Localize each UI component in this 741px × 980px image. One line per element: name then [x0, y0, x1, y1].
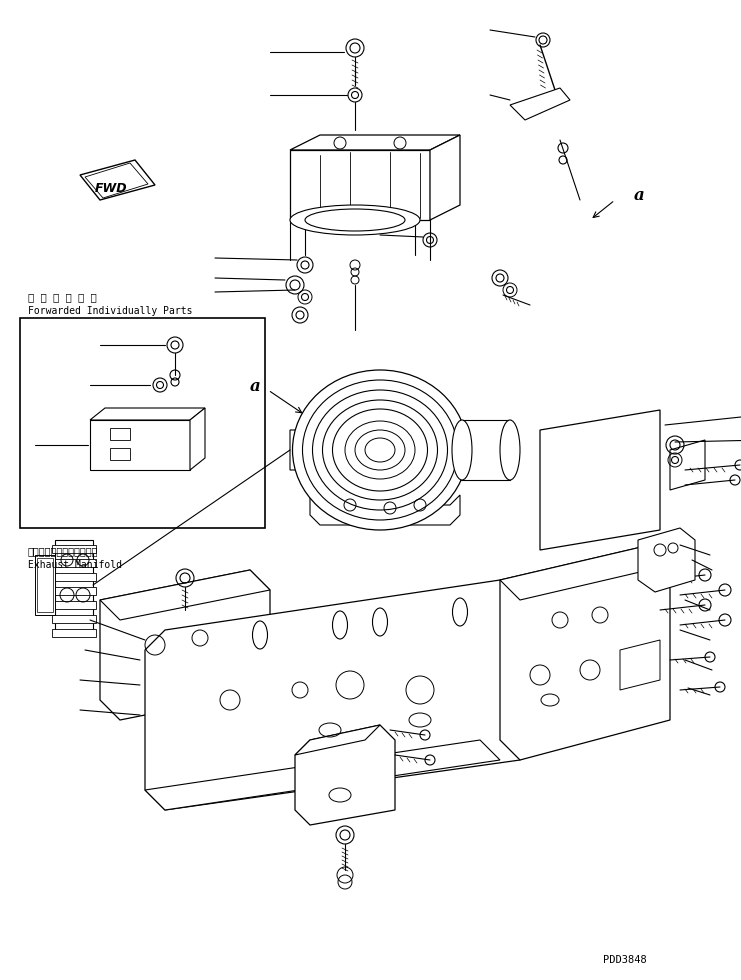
Ellipse shape: [453, 598, 468, 626]
Bar: [110, 428, 130, 440]
Ellipse shape: [322, 400, 437, 500]
Text: FWD: FWD: [95, 182, 127, 195]
Polygon shape: [310, 495, 460, 525]
Text: Forwarded Individually Parts: Forwarded Individually Parts: [28, 306, 193, 316]
Text: a: a: [634, 186, 645, 204]
Bar: [110, 448, 130, 460]
Ellipse shape: [333, 409, 428, 491]
Text: PDD3848: PDD3848: [603, 955, 647, 965]
Ellipse shape: [333, 611, 348, 639]
Ellipse shape: [290, 205, 420, 235]
Polygon shape: [295, 725, 380, 755]
Bar: [35, 555, 55, 615]
Bar: [52, 587, 96, 595]
Polygon shape: [540, 410, 660, 550]
Polygon shape: [670, 440, 705, 490]
Text: Exhaust Manifold: Exhaust Manifold: [28, 560, 122, 570]
Text: a: a: [250, 378, 261, 395]
Bar: [52, 573, 96, 581]
Polygon shape: [500, 545, 670, 760]
Polygon shape: [290, 135, 460, 150]
Polygon shape: [430, 135, 460, 220]
Polygon shape: [620, 640, 660, 690]
Text: エキゾーストマニホールド: エキゾーストマニホールド: [28, 546, 99, 556]
Ellipse shape: [313, 390, 448, 510]
Polygon shape: [100, 570, 270, 720]
Polygon shape: [295, 725, 395, 825]
Ellipse shape: [500, 420, 520, 480]
Bar: [37, 558, 53, 612]
Polygon shape: [190, 408, 205, 470]
Ellipse shape: [305, 209, 405, 231]
Ellipse shape: [365, 438, 395, 462]
Polygon shape: [90, 420, 190, 470]
Ellipse shape: [355, 430, 405, 470]
Polygon shape: [500, 545, 670, 600]
Bar: [52, 629, 96, 637]
Polygon shape: [80, 160, 155, 200]
Polygon shape: [90, 408, 205, 420]
Bar: [52, 559, 96, 567]
Polygon shape: [100, 570, 270, 620]
Polygon shape: [145, 740, 500, 810]
Ellipse shape: [373, 608, 388, 636]
Ellipse shape: [253, 621, 268, 649]
Polygon shape: [638, 528, 695, 592]
Ellipse shape: [302, 380, 457, 520]
Ellipse shape: [293, 370, 468, 530]
Bar: [52, 545, 96, 553]
Bar: [20, 318, 265, 528]
Ellipse shape: [452, 420, 472, 480]
Polygon shape: [145, 580, 520, 810]
Polygon shape: [290, 150, 430, 220]
Bar: [52, 601, 96, 609]
Polygon shape: [510, 88, 570, 120]
Bar: [52, 615, 96, 623]
Text: 単 品 発 送 部 品: 単 品 発 送 部 品: [28, 292, 97, 302]
Polygon shape: [290, 430, 325, 470]
Bar: [55, 540, 93, 630]
Ellipse shape: [345, 421, 415, 479]
